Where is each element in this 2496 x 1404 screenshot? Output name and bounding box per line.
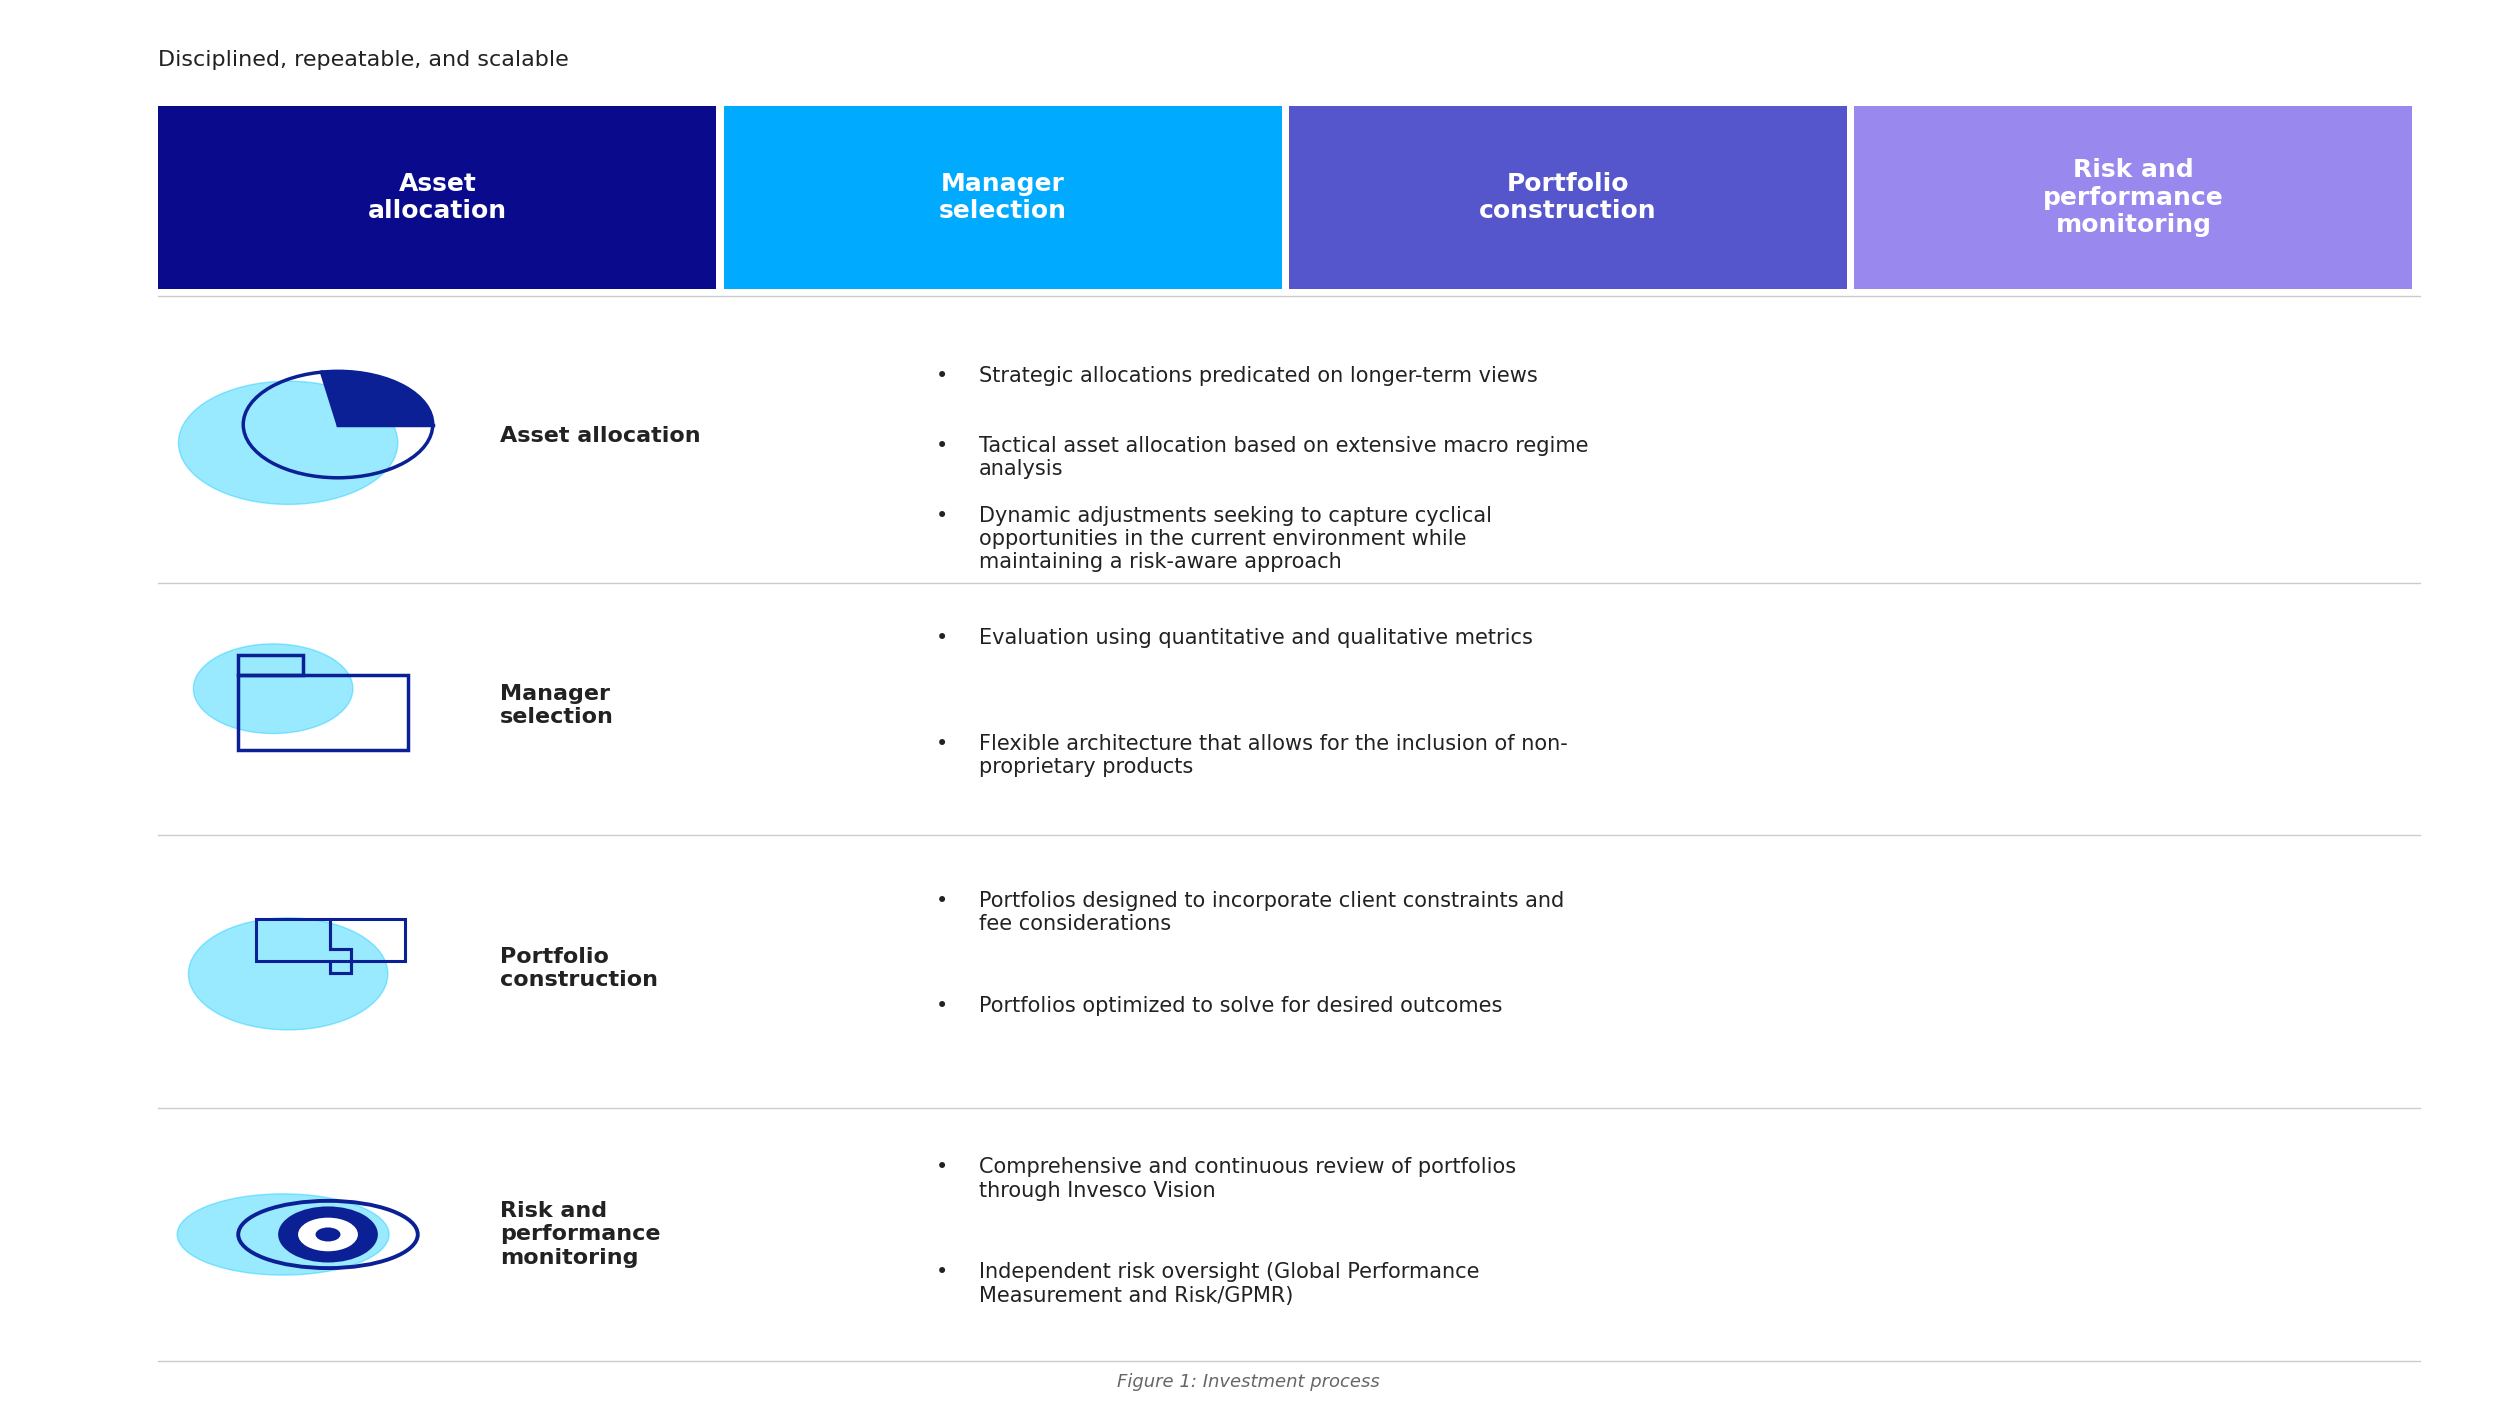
Text: Disciplined, repeatable, and scalable: Disciplined, repeatable, and scalable [157,51,569,70]
Text: •: • [936,1262,948,1282]
Ellipse shape [177,1193,389,1275]
Text: Dynamic adjustments seeking to capture cyclical
opportunities in the current env: Dynamic adjustments seeking to capture c… [978,505,1493,573]
Text: Asset allocation: Asset allocation [499,425,701,445]
Text: Figure 1: Investment process: Figure 1: Investment process [1116,1373,1380,1391]
FancyBboxPatch shape [724,107,1280,289]
Text: •: • [936,505,948,526]
Text: •: • [936,733,948,754]
Circle shape [277,1206,377,1262]
Text: Portfolio
construction: Portfolio construction [499,946,659,990]
Text: •: • [936,892,948,911]
FancyBboxPatch shape [157,107,716,289]
FancyBboxPatch shape [1855,107,2411,289]
Text: •: • [936,1157,948,1178]
Circle shape [314,1227,339,1241]
Text: Risk and
performance
monitoring: Risk and performance monitoring [2044,157,2224,237]
Text: Manager
selection: Manager selection [938,171,1066,223]
Text: Independent risk oversight (Global Performance
Measurement and Risk/GPMR): Independent risk oversight (Global Perfo… [978,1262,1480,1306]
Text: •: • [936,435,948,456]
Text: Portfolios designed to incorporate client constraints and
fee considerations: Portfolios designed to incorporate clien… [978,892,1565,935]
Text: Evaluation using quantitative and qualitative metrics: Evaluation using quantitative and qualit… [978,629,1533,649]
Text: Portfolio
construction: Portfolio construction [1480,171,1657,223]
Text: Strategic allocations predicated on longer-term views: Strategic allocations predicated on long… [978,365,1538,386]
FancyBboxPatch shape [1288,107,1847,289]
Circle shape [187,918,387,1031]
Text: Asset
allocation: Asset allocation [367,171,507,223]
Circle shape [177,380,397,504]
Circle shape [297,1217,357,1251]
Text: Flexible architecture that allows for the inclusion of non-
proprietary products: Flexible architecture that allows for th… [978,733,1567,776]
Text: •: • [936,629,948,649]
Text: Risk and
performance
monitoring: Risk and performance monitoring [499,1202,661,1268]
Text: Portfolios optimized to solve for desired outcomes: Portfolios optimized to solve for desire… [978,997,1503,1016]
Circle shape [192,644,352,733]
Text: •: • [936,365,948,386]
Text: Tactical asset allocation based on extensive macro regime
analysis: Tactical asset allocation based on exten… [978,435,1587,479]
Wedge shape [322,371,432,424]
Text: Comprehensive and continuous review of portfolios
through Invesco Vision: Comprehensive and continuous review of p… [978,1157,1515,1200]
Text: •: • [936,997,948,1016]
Text: Manager
selection: Manager selection [499,684,614,727]
